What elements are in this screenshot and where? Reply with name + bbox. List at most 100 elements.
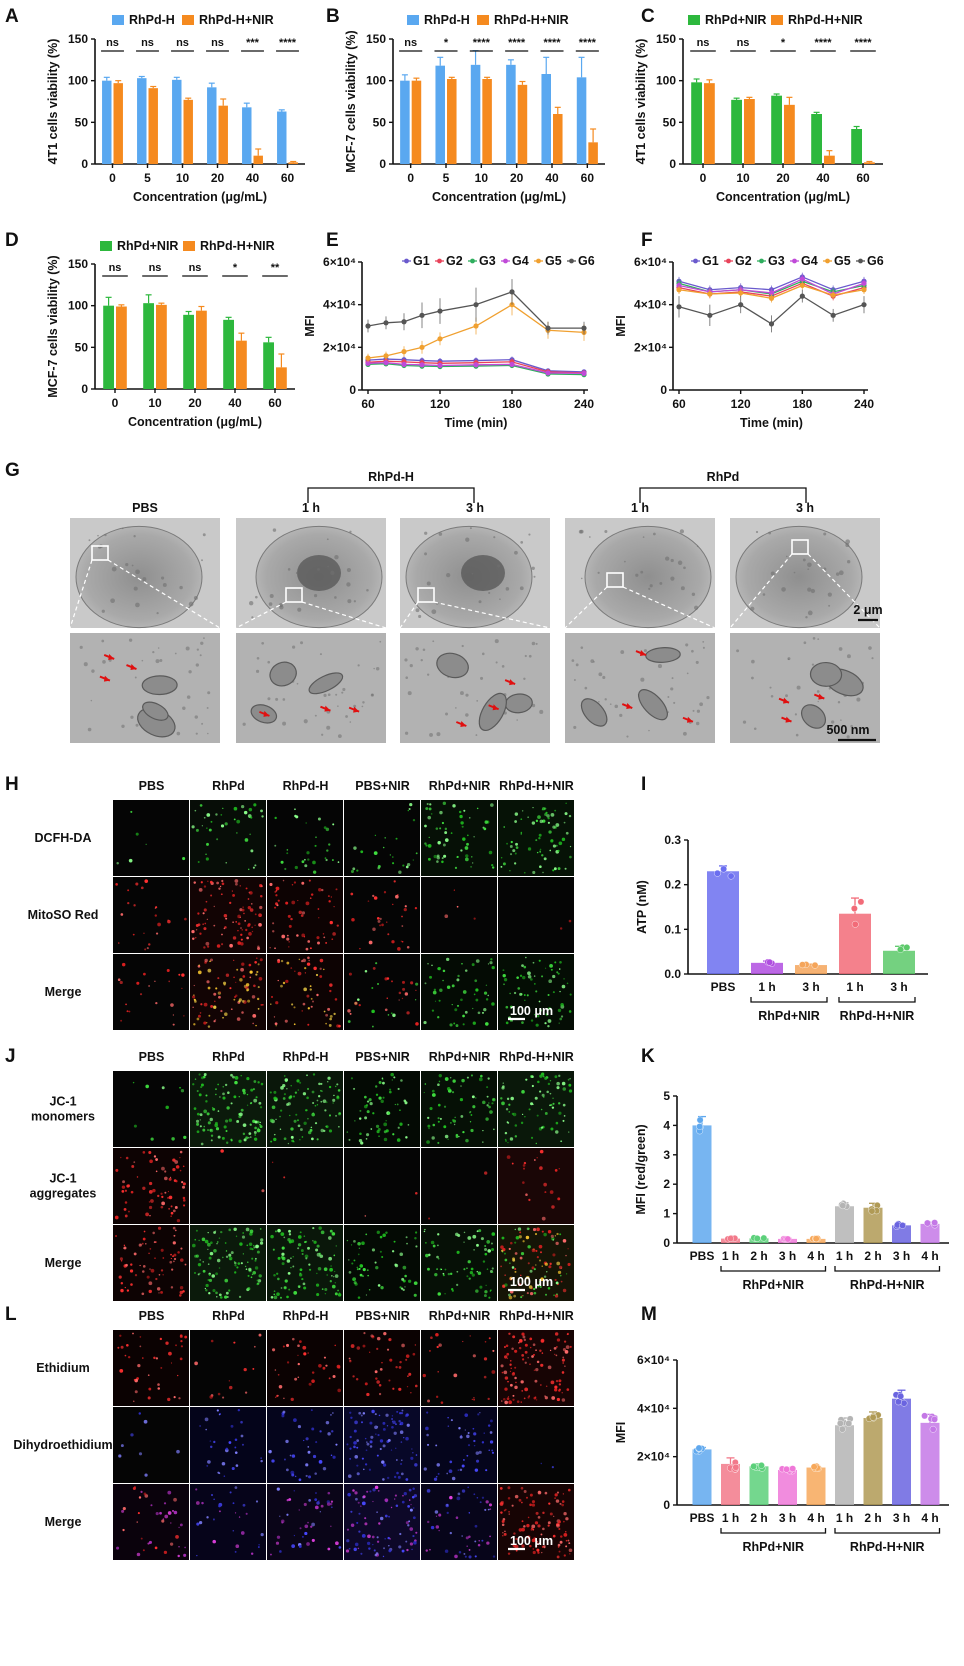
- fluorescent-spot: [241, 908, 245, 912]
- fluorescence-image: [498, 1148, 574, 1224]
- fluorescent-spot: [558, 1550, 561, 1553]
- tem-zoom-image: [565, 633, 715, 743]
- fluorescent-spot: [520, 1380, 524, 1384]
- fluorescent-spot: [285, 979, 289, 984]
- fluorescent-spot: [542, 1075, 545, 1078]
- fluorescent-spot: [528, 1395, 530, 1397]
- granule: [346, 567, 351, 573]
- fluorescent-spot: [549, 849, 552, 852]
- fluorescent-spot: [242, 1091, 246, 1095]
- fluorescent-spot: [283, 1075, 286, 1077]
- fluorescent-spot: [408, 1488, 412, 1492]
- mitochondrion: [142, 701, 169, 721]
- fluorescent-spot: [234, 995, 237, 999]
- fluorescent-spot: [276, 1292, 280, 1296]
- bar: [156, 304, 167, 389]
- fluorescent-spot: [438, 999, 441, 1002]
- fluorescent-spot: [491, 1002, 495, 1006]
- fluorescent-spot: [514, 1376, 517, 1380]
- fluorescent-spot: [464, 1555, 467, 1558]
- fluorescent-spot: [558, 1168, 560, 1170]
- fluorescent-spot: [251, 1257, 254, 1260]
- fluorescence-image: [421, 1148, 497, 1224]
- fluorescent-spot: [361, 1533, 366, 1538]
- fluorescent-spot: [207, 1129, 209, 1131]
- fluorescent-spot: [427, 857, 431, 861]
- granule: [696, 545, 699, 548]
- fluorescent-spot: [509, 1363, 512, 1366]
- fluorescent-spot: [293, 1141, 295, 1143]
- fluorescent-spot: [394, 1263, 397, 1267]
- fluorescent-spot: [476, 1459, 480, 1463]
- granule: [141, 659, 144, 662]
- fluorescent-spot: [196, 1017, 200, 1021]
- fluorescent-spot: [212, 1289, 216, 1293]
- fluorescent-spot: [273, 1137, 277, 1142]
- fluorescent-spot: [146, 946, 149, 950]
- fluorescent-spot: [471, 1398, 473, 1401]
- fluorescent-spot: [293, 1418, 297, 1422]
- replicate-dot: [811, 961, 819, 969]
- fluorescent-spot: [446, 985, 451, 990]
- fluorescent-spot: [295, 815, 299, 819]
- fluorescent-spot: [514, 1228, 516, 1231]
- fluorescent-spot: [568, 1089, 573, 1093]
- fluorescent-spot: [236, 1266, 239, 1269]
- fluorescent-spot: [143, 1230, 146, 1233]
- fluorescent-spot: [277, 1394, 279, 1397]
- legend-label: G4: [801, 254, 818, 268]
- fluorescent-spot: [456, 1250, 460, 1254]
- granule: [152, 651, 155, 654]
- fluorescent-spot: [567, 1488, 571, 1492]
- fluorescent-spot: [134, 1274, 138, 1277]
- fluorescent-spot: [449, 1531, 452, 1535]
- fluorescent-spot: [399, 1109, 401, 1112]
- fluorescent-spot: [440, 1401, 444, 1404]
- data-point: [419, 344, 425, 350]
- fluorescent-spot: [486, 1095, 489, 1098]
- fluorescent-spot: [276, 1535, 281, 1539]
- fluorescent-spot: [173, 1234, 176, 1237]
- fluorescent-spot: [116, 861, 119, 865]
- fluorescent-spot: [209, 960, 211, 963]
- fluorescent-spot: [524, 999, 526, 1002]
- fluorescent-spot: [218, 995, 221, 999]
- fluorescent-spot: [404, 1274, 407, 1278]
- fluorescent-spot: [259, 1241, 264, 1245]
- fluorescent-spot: [539, 848, 542, 851]
- scale-label: 100 μm: [510, 1275, 553, 1289]
- fluorescent-spot: [213, 1498, 215, 1501]
- fluorescent-spot: [311, 1090, 315, 1094]
- granule: [135, 569, 140, 575]
- x-tick-label: 20: [510, 171, 524, 185]
- fluorescent-spot: [550, 839, 554, 843]
- fluorescent-spot: [376, 1536, 379, 1539]
- granule: [134, 676, 137, 679]
- fluorescent-spot: [162, 1274, 164, 1276]
- fluorescent-spot: [167, 1190, 170, 1193]
- fluorescence-image: [267, 1407, 343, 1483]
- fluorescent-spot: [114, 1215, 119, 1220]
- fluorescent-spot: [220, 1149, 224, 1153]
- fluorescent-spot: [518, 1235, 522, 1239]
- fluorescent-spot: [357, 998, 360, 1001]
- fluorescent-spot: [525, 1496, 528, 1499]
- fluorescent-spot: [330, 1414, 332, 1416]
- fluorescent-spot: [277, 1373, 280, 1376]
- fluorescent-spot: [361, 1241, 365, 1246]
- granule: [673, 701, 676, 704]
- granule: [110, 598, 115, 604]
- fluorescent-spot: [536, 1227, 540, 1232]
- fluorescent-spot: [256, 997, 260, 1001]
- fluorescent-spot: [249, 976, 252, 979]
- fluorescent-spot: [527, 974, 532, 979]
- fluorescent-spot: [557, 849, 560, 852]
- bar: [751, 962, 783, 974]
- fluorescent-spot: [567, 1262, 571, 1266]
- granule: [409, 664, 413, 668]
- fluorescent-spot: [476, 1243, 479, 1247]
- y-tick-label: 2×10⁴: [637, 1450, 670, 1464]
- fluorescent-spot: [473, 1398, 476, 1401]
- fluorescent-spot: [389, 1537, 392, 1540]
